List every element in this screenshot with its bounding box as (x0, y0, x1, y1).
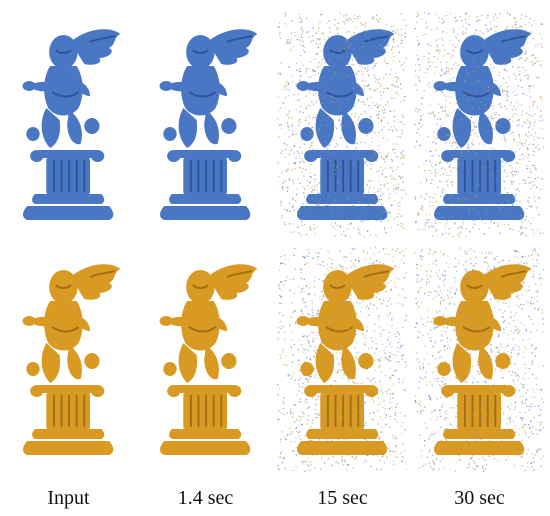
statue-model (433, 264, 532, 455)
statue-model (22, 264, 121, 455)
caption-30-sec: 30 sec (454, 487, 505, 509)
statue-model (159, 264, 258, 455)
row-top-panel-2 (159, 29, 258, 221)
caption-input: Input (47, 487, 90, 509)
row-bottom-panel-3 (277, 247, 408, 472)
statue-model (159, 29, 258, 221)
statue-model (22, 29, 121, 221)
surface-noise (435, 26, 536, 222)
row-bottom-panel-4 (414, 247, 545, 472)
row-top-panel-1 (22, 29, 121, 221)
row-bottom-panel-1 (22, 264, 121, 455)
surface-noise (298, 261, 400, 457)
caption-1-4-sec: 1.4 sec (177, 487, 234, 509)
caption-15-sec: 15 sec (317, 487, 368, 509)
row-top-panel-4 (414, 12, 545, 238)
statue-model (433, 29, 532, 221)
surface-noise (298, 26, 400, 221)
row-bottom-panel-2 (159, 264, 258, 455)
surface-noise (435, 262, 536, 456)
row-top-panel-3 (277, 12, 407, 238)
